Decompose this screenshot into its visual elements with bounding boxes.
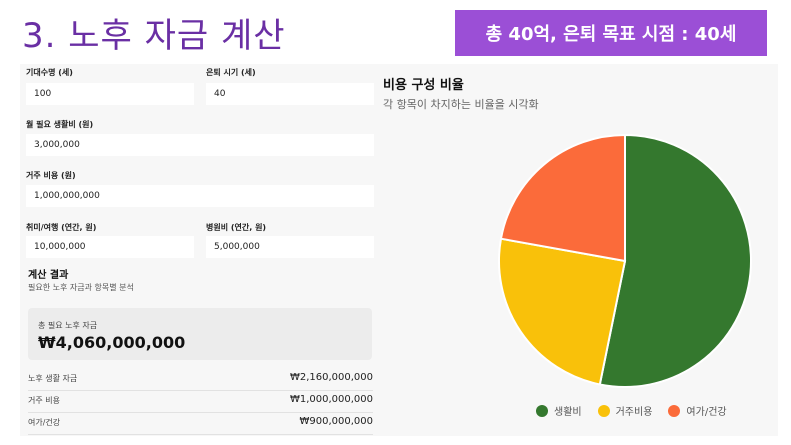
breakdown-row: 노후 생활 자금 ₩2,160,000,000 bbox=[28, 369, 373, 391]
hobby-travel-input[interactable] bbox=[26, 236, 194, 258]
breakdown-row: 여가/건강 ₩900,000,000 bbox=[28, 413, 373, 435]
legend-swatch bbox=[597, 404, 610, 417]
breakdown-label: 거주 비용 bbox=[28, 396, 60, 405]
hospital-label: 병원비 (연간, 원) bbox=[206, 223, 267, 232]
life-expectancy-input[interactable] bbox=[26, 83, 194, 105]
breakdown-label: 노후 생활 자금 bbox=[28, 374, 78, 383]
retire-age-input[interactable] bbox=[206, 83, 374, 105]
pie-slice-1[interactable] bbox=[498, 237, 627, 386]
breakdown-value: ₩900,000,000 bbox=[299, 416, 373, 427]
hospital-input[interactable] bbox=[206, 236, 374, 258]
chart-legend: 생활비 거주비용 여가/건강 bbox=[536, 403, 727, 418]
monthly-living-label: 월 필요 생활비 (원) bbox=[26, 120, 94, 129]
life-expectancy-label: 기대수명 (세) bbox=[26, 68, 73, 77]
legend-label: 거주비용 bbox=[615, 407, 653, 418]
legend-item[interactable]: 여가/건강 bbox=[668, 403, 727, 418]
cost-pie-chart bbox=[498, 133, 752, 388]
legend-label: 여가/건강 bbox=[686, 407, 727, 418]
housing-input[interactable] bbox=[26, 185, 374, 207]
legend-item[interactable]: 거주비용 bbox=[597, 403, 653, 418]
total-label: 총 필요 노후 자금 bbox=[38, 321, 98, 330]
hobby-travel-label: 취미/여행 (연간, 원) bbox=[26, 223, 97, 232]
breakdown-label: 여가/건강 bbox=[28, 418, 61, 427]
chart-title: 비용 구성 비율 bbox=[383, 78, 464, 93]
total-card: 총 필요 노후 자금 ₩4,060,000,000 bbox=[28, 308, 372, 360]
goal-banner: 총 40억, 은퇴 목표 시점 : 40세 bbox=[455, 10, 767, 56]
monthly-living-input[interactable] bbox=[26, 134, 374, 156]
legend-label: 생활비 bbox=[554, 407, 582, 418]
breakdown-value: ₩2,160,000,000 bbox=[289, 372, 373, 383]
total-value: ₩4,060,000,000 bbox=[38, 333, 186, 352]
pie-slice-2[interactable] bbox=[499, 133, 626, 263]
pie-slice-0[interactable] bbox=[598, 133, 752, 388]
result-subtitle: 필요한 노후 자금과 항목별 분석 bbox=[28, 283, 134, 292]
legend-swatch bbox=[536, 404, 548, 417]
legend-item[interactable]: 생활비 bbox=[536, 403, 582, 418]
result-title: 계산 결과 bbox=[28, 270, 69, 281]
breakdown-value: ₩1,000,000,000 bbox=[289, 394, 373, 405]
breakdown-row: 거주 비용 ₩1,000,000,000 bbox=[28, 391, 373, 413]
calculator-panel: 기대수명 (세) 은퇴 시기 (세) 월 필요 생활비 (원) 거주 비용 (원… bbox=[20, 64, 778, 436]
legend-swatch bbox=[668, 404, 681, 417]
chart-subtitle: 각 항목이 차지하는 비율을 시각화 bbox=[383, 98, 539, 111]
retire-age-label: 은퇴 시기 (세) bbox=[206, 68, 256, 77]
housing-label: 거주 비용 (원) bbox=[26, 171, 76, 180]
slide-title: 3. 노후 자금 계산 bbox=[22, 16, 286, 56]
